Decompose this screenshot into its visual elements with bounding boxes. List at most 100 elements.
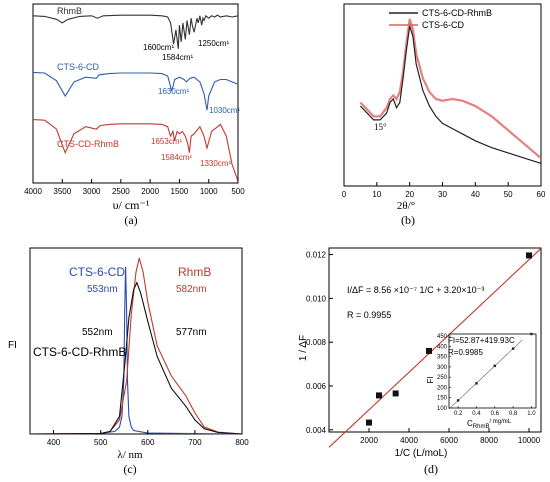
y-tick-label-0.004: 0.004 — [306, 426, 327, 435]
series-label-c-cts6cd: CTS-6-CD — [69, 265, 125, 279]
inset-x-tick-label-0.2: 0.2 — [454, 411, 463, 417]
annotation-552nm: 552nm — [82, 327, 113, 338]
inset-x-tick-label-0.8: 0.8 — [509, 411, 518, 417]
data-point-1 — [376, 392, 382, 399]
series-line-cts-cd-rhmb — [32, 119, 239, 182]
panel-d-frame — [328, 247, 542, 433]
inset-x-tick-label-0.6: 0.6 — [491, 411, 500, 417]
y-tick-label-0.008: 0.008 — [306, 338, 327, 347]
x-tick-label-1500: 1500 — [171, 187, 189, 196]
inset-y-tick-label-400: 400 — [437, 344, 448, 350]
x-tick-label-4000: 4000 — [400, 436, 418, 445]
series-label-c-combo: CTS-6-CD-RhmB — [33, 345, 126, 359]
panel-b-xrd: 0 10 20 30 40 50 60 (b) 2θ/° CTS-6-CD-RhmB CTS… — [342, 3, 546, 227]
x-tick-label-600: 600 — [141, 438, 155, 447]
x-tick-label-30: 30 — [438, 190, 447, 199]
panel-c-frame — [29, 247, 243, 435]
x-tick-label-6000: 6000 — [440, 436, 458, 445]
panel-c-fluorescence: 400 500 600 700 800 (c) λ/ nm FI CTS-6-CD Rh… — [8, 247, 249, 476]
inset-fit-line — [448, 339, 523, 410]
annotation-1584: 1584cm¹ — [162, 53, 193, 62]
annotation-1584b: 1584cm¹ — [161, 153, 192, 162]
panel-c-xlabel: λ/ nm — [117, 449, 143, 461]
annotation-1030: 1030cm¹ — [209, 106, 240, 115]
panel-a-frame — [32, 3, 239, 184]
x-tick-label-3000: 3000 — [83, 187, 101, 196]
panel-c-label: (c) — [123, 462, 136, 476]
annotation-1630: 1630cm¹ — [158, 87, 189, 96]
series-label-cts6cd: CTS-6-CD — [57, 62, 99, 72]
inset-r-value: R=0.9985 — [448, 348, 483, 357]
inset-x-tick-label-0.4: 0.4 — [472, 411, 481, 417]
fit-line — [328, 248, 542, 448]
panel-d-label: (d) — [424, 462, 438, 476]
x-tick-label-60: 60 — [537, 190, 546, 199]
inset-point-2 — [493, 364, 496, 368]
panel-d-ylabel: 1 / ΔF — [298, 335, 309, 361]
inset-y-tick-label-450: 450 — [437, 334, 448, 340]
panel-b-xlabel: 2θ/° — [397, 200, 415, 212]
annotation-15deg: 15° — [374, 122, 387, 132]
inset-point-0 — [456, 399, 460, 402]
annotation-577nm: 577nm — [176, 327, 207, 338]
panel-a-ftir: 4000 3500 3000 2500 2000 1500 1000 500 (a) υ/ c… — [24, 3, 245, 227]
annotation-1653: 1653cm¹ — [151, 137, 182, 146]
series-label-ctscdrhmb: CTS-CD-RhmB — [57, 139, 119, 149]
inset-point-1 — [475, 382, 478, 385]
legend-label-cts6cdrhmb: CTS-6-CD-RhmB — [422, 8, 492, 18]
x-tick-label-500: 500 — [94, 438, 108, 447]
inset-point-3 — [511, 347, 515, 350]
annotation-1330: 1330cm¹ — [200, 159, 231, 168]
data-point-0 — [366, 419, 372, 426]
inset-y-tick-label-100: 100 — [437, 406, 448, 412]
inset-xlabel: CRhmB/ mg/mL — [467, 419, 512, 430]
data-point-3 — [426, 347, 432, 354]
data-point-4 — [526, 252, 532, 259]
series-label-c-rhmb: RhmB — [178, 265, 211, 279]
x-tick-label-50: 50 — [504, 190, 513, 199]
x-tick-label-700: 700 — [188, 438, 202, 447]
panel-b-label: (b) — [401, 213, 415, 227]
series-line-cts-6-cd — [32, 71, 239, 111]
y-tick-label-0.012: 0.012 — [306, 251, 327, 260]
data-point-2 — [392, 390, 399, 397]
inset-y-tick-label-300: 300 — [437, 365, 448, 371]
panel-b-frame — [343, 3, 542, 187]
x-tick-label-8000: 8000 — [480, 436, 498, 445]
series-line-rhmb — [32, 14, 239, 49]
inset-xlabel-main: C — [467, 419, 473, 428]
inset-xlabel-unit: / mg/mL — [489, 419, 511, 425]
annotation-1250: 1250cm¹ — [198, 39, 229, 48]
inset-y-tick-label-150: 150 — [437, 396, 448, 402]
panel-d-equation: I/ΔF = 8.56 ×10⁻⁷ 1/C + 3.20×10⁻³ — [347, 285, 484, 295]
x-tick-label-500: 500 — [231, 187, 245, 196]
inset-x-tick-label-1: 1.0 — [527, 411, 536, 417]
x-tick-label-40: 40 — [471, 190, 480, 199]
x-tick-label-10: 10 — [372, 190, 381, 199]
series-line-cts-6-cd — [29, 266, 243, 435]
x-tick-label-3500: 3500 — [53, 187, 71, 196]
inset-ylabel: FI — [426, 376, 435, 383]
x-tick-label-2000: 2000 — [360, 436, 378, 445]
x-tick-label-400: 400 — [47, 438, 61, 447]
inset-y-tick-label-250: 250 — [437, 375, 448, 381]
x-tick-label-10000: 10000 — [518, 436, 541, 445]
panel-c-ylabel: FI — [8, 340, 17, 351]
series-line-cts-6-cd-rhmb — [29, 281, 243, 435]
inset-point-4 — [530, 332, 533, 336]
series-line-cts-6-cd — [359, 18, 542, 160]
annotation-582nm: 582nm — [176, 284, 207, 295]
y-tick-label-0.01: 0.010 — [306, 294, 327, 303]
panel-a-label: (a) — [124, 213, 137, 227]
panel-d-xlabel: 1/C (L/moL) — [395, 448, 448, 459]
inset-calibration: 0.2 0.4 0.6 0.8 1.0 100 150 200 250 300 350 400 450 — [437, 332, 537, 417]
annotation-1600: 1600cm¹ — [143, 43, 174, 52]
x-tick-label-2000: 2000 — [141, 187, 159, 196]
series-label-rhmb: RhmB — [57, 6, 82, 16]
inset-y-tick-label-350: 350 — [437, 355, 448, 361]
x-tick-label-2500: 2500 — [112, 187, 130, 196]
annotation-553nm: 553nm — [87, 284, 118, 295]
legend-label-cts6cd: CTS-6-CD — [422, 20, 464, 30]
series-line-cts-6-cd-rhmb — [359, 25, 542, 164]
